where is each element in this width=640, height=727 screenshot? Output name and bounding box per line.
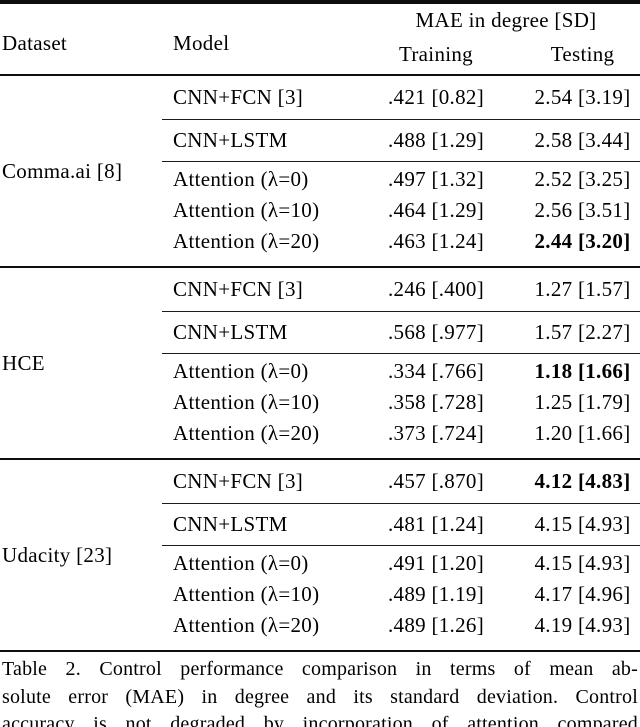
testing-value: 2.54 [3.19] (534, 85, 631, 109)
testing-value: 2.56 [3.51] (534, 198, 631, 222)
model-cell: CNN+FCN [3] (173, 469, 304, 493)
attention-rows: Attention (λ=0) .497 [1.32] 2.52 [3.25] … (162, 161, 640, 266)
table-row: Attention (λ=20) .463 [1.24] 2.44 [3.20] (162, 226, 640, 257)
table-bottom-rule (0, 650, 640, 652)
testing-value: 4.15 [4.93] (534, 551, 631, 575)
dataset-group-udacity: Udacity [23] CNN+FCN [3] .457 [.870] 4.1… (0, 460, 640, 650)
table-row: CNN+FCN [3] .457 [.870] 4.12 [4.83] (162, 460, 640, 503)
table-row: Attention (λ=10) .358 [.728] 1.25 [1.79] (162, 387, 640, 418)
model-cell: Attention (λ=20) (173, 229, 320, 253)
table-row: CNN+LSTM .488 [1.29] 2.58 [3.44] (162, 119, 640, 161)
table-row: Attention (λ=10) .464 [1.29] 2.56 [3.51] (162, 195, 640, 226)
table-top-rule (0, 0, 640, 4)
attention-rows: Attention (λ=0) .334 [.766] 1.18 [1.66] … (162, 353, 640, 458)
dataset-label-text: Udacity [23] (2, 542, 113, 567)
caption-line: Table 2. Control performance comparison … (2, 658, 638, 680)
model-cell: CNN+FCN [3] (173, 85, 304, 109)
caption-line: solute error (MAE) in degree and its sta… (2, 685, 638, 708)
model-cell: Attention (λ=10) (173, 582, 320, 606)
model-cell: Attention (λ=20) (173, 613, 320, 637)
dataset-label-text: Comma.ai [8] (2, 158, 123, 183)
dataset-label: HCE (0, 268, 162, 458)
model-cell: CNN+LSTM (173, 128, 288, 152)
table-row: CNN+LSTM .568 [.977] 1.57 [2.27] (162, 311, 640, 353)
training-value: .246 [.400] (387, 277, 485, 301)
training-value: .489 [1.19] (387, 582, 485, 606)
dataset-label: Udacity [23] (0, 460, 162, 650)
training-value: .464 [1.29] (387, 198, 485, 222)
group-separator-rule (0, 266, 640, 268)
testing-value: 1.57 [2.27] (534, 320, 631, 344)
testing-value: 2.58 [3.44] (534, 128, 631, 152)
training-value: .421 [0.82] (387, 85, 485, 109)
table-header: Dataset Model MAE in degree [SD] Trainin… (0, 4, 640, 74)
model-cell: Attention (λ=0) (173, 359, 309, 383)
column-header-mae-span: MAE in degree [SD] (415, 8, 597, 32)
testing-value: 1.18 [1.66] (534, 359, 631, 383)
training-value: .358 [.728] (387, 390, 485, 414)
training-value: .373 [.724] (387, 421, 485, 445)
training-value: .463 [1.24] (387, 229, 485, 253)
testing-value: 2.44 [3.20] (534, 229, 631, 253)
model-cell: Attention (λ=0) (173, 167, 309, 191)
training-value: .489 [1.26] (387, 613, 485, 637)
header-rule (0, 74, 640, 76)
column-header-model: Model (173, 31, 230, 55)
model-cell: Attention (λ=0) (173, 551, 309, 575)
testing-value: 1.20 [1.66] (534, 421, 631, 445)
training-value: .481 [1.24] (387, 512, 485, 536)
table-row: Attention (λ=0) .497 [1.32] 2.52 [3.25] (162, 164, 640, 195)
group-separator-rule (0, 458, 640, 460)
column-header-dataset: Dataset (2, 31, 68, 55)
training-value: .334 [.766] (387, 359, 485, 383)
training-value: .497 [1.32] (387, 167, 485, 191)
table-row: Attention (λ=0) .491 [1.20] 4.15 [4.93] (162, 548, 640, 579)
model-cell: Attention (λ=20) (173, 421, 320, 445)
column-header-training: Training (399, 42, 473, 66)
model-cell: Attention (λ=10) (173, 198, 320, 222)
dataset-group-hce: HCE CNN+FCN [3] .246 [.400] 1.27 [1.57] … (0, 268, 640, 458)
model-cell: CNN+LSTM (173, 512, 288, 536)
dataset-label: Comma.ai [8] (0, 76, 162, 266)
table-row: Attention (λ=10) .489 [1.19] 4.17 [4.96] (162, 579, 640, 610)
table-row: Attention (λ=0) .334 [.766] 1.18 [1.66] (162, 356, 640, 387)
table-row: CNN+FCN [3] .421 [0.82] 2.54 [3.19] (162, 76, 640, 119)
training-value: .457 [.870] (387, 469, 485, 493)
dataset-label-text: HCE (2, 350, 45, 375)
model-cell: Attention (λ=10) (173, 390, 320, 414)
column-header-testing: Testing (550, 42, 615, 66)
attention-rows: Attention (λ=0) .491 [1.20] 4.15 [4.93] … (162, 545, 640, 650)
testing-value: 4.12 [4.83] (534, 469, 631, 493)
caption-line: accuracy is not degraded by incorporatio… (2, 713, 638, 727)
dataset-group-commaai: Comma.ai [8] CNN+FCN [3] .421 [0.82] 2.5… (0, 76, 640, 266)
model-cell: CNN+LSTM (173, 320, 288, 344)
testing-value: 4.15 [4.93] (534, 512, 631, 536)
table-caption: Table 2. Control performance comparison … (0, 652, 640, 727)
model-cell: CNN+FCN [3] (173, 277, 304, 301)
testing-value: 4.17 [4.96] (534, 582, 631, 606)
training-value: .491 [1.20] (387, 551, 485, 575)
training-value: .488 [1.29] (387, 128, 485, 152)
table-row: Attention (λ=20) .489 [1.26] 4.19 [4.93] (162, 610, 640, 641)
training-value: .568 [.977] (387, 320, 485, 344)
testing-value: 2.52 [3.25] (534, 167, 631, 191)
testing-value: 1.25 [1.79] (534, 390, 631, 414)
table-row: CNN+LSTM .481 [1.24] 4.15 [4.93] (162, 503, 640, 545)
testing-value: 4.19 [4.93] (534, 613, 631, 637)
testing-value: 1.27 [1.57] (534, 277, 631, 301)
table-row: Attention (λ=20) .373 [.724] 1.20 [1.66] (162, 418, 640, 449)
table-row: CNN+FCN [3] .246 [.400] 1.27 [1.57] (162, 268, 640, 311)
